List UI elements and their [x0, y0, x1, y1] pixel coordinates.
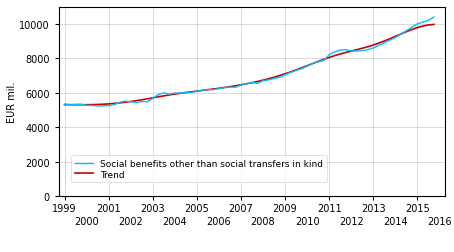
Social benefits other than social transfers in kind [150, 98, 155, 101]
Legend: Social benefits other than social transfers in kind, Trend: Social benefits other than social transf… [71, 156, 327, 183]
Trend [277, 75, 282, 78]
Y-axis label: EUR mil.: EUR mil. [7, 81, 17, 123]
Trend [282, 73, 288, 76]
Social benefits other than social transfers in kind [62, 103, 67, 106]
Social benefits other than social transfers in kind [398, 34, 404, 37]
Social benefits other than social transfers in kind [277, 77, 282, 80]
Trend [222, 87, 227, 90]
Line: Trend: Trend [64, 25, 434, 105]
Trend [79, 104, 84, 107]
Social benefits other than social transfers in kind [282, 74, 288, 77]
Trend [150, 97, 155, 100]
Line: Social benefits other than social transfers in kind: Social benefits other than social transf… [64, 18, 434, 107]
Social benefits other than social transfers in kind [156, 94, 161, 97]
Social benefits other than social transfers in kind [222, 87, 227, 90]
Social benefits other than social transfers in kind [95, 105, 100, 108]
Trend [156, 96, 161, 99]
Trend [431, 24, 437, 27]
Trend [62, 104, 67, 107]
Trend [398, 33, 404, 36]
Social benefits other than social transfers in kind [431, 16, 437, 19]
